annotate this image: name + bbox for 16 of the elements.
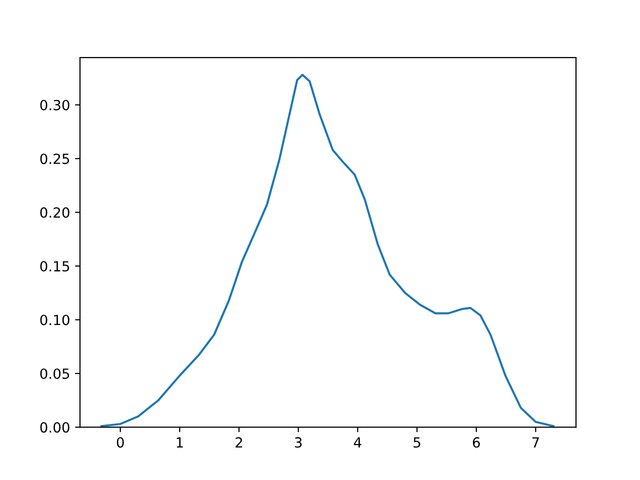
x-tick-label: 2 xyxy=(236,437,242,448)
x-tick-label: 4 xyxy=(354,437,362,448)
y-tick-label: 0.05 xyxy=(40,368,70,379)
x-tick-label: 0 xyxy=(116,437,124,448)
y-tick-label: 0.15 xyxy=(40,261,70,272)
y-tick-label: 0.25 xyxy=(40,154,70,164)
x-tick-label: 3 xyxy=(294,437,302,448)
x-tick-label: 7 xyxy=(532,437,539,448)
x-tick-label: 6 xyxy=(472,437,480,448)
x-tick-label: 5 xyxy=(414,437,420,448)
y-tick-label: 0.30 xyxy=(40,100,70,110)
y-tick-label: 0.20 xyxy=(40,207,70,218)
y-tick-label: 0.00 xyxy=(40,422,70,433)
x-tick-label: 1 xyxy=(176,437,183,448)
y-tick-label: 0.10 xyxy=(40,314,70,326)
line-series xyxy=(100,74,554,428)
